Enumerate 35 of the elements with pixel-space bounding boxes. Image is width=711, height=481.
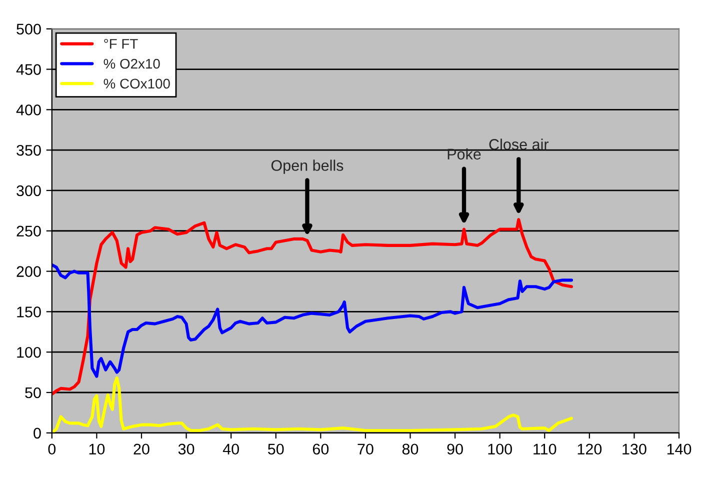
x-tick-label: 0 [48,444,56,455]
x-tick-label: 100 [488,444,512,455]
annotation: Open bells [271,160,344,174]
y-tick-label: 500 [16,24,41,35]
y-tick-label: 300 [16,185,41,196]
x-tick-label: 20 [134,444,150,455]
x-tick-label: 80 [402,444,418,455]
y-tick-label: 150 [17,306,41,318]
x-tick-label: 10 [89,444,105,455]
x-tick-label: 40 [222,444,239,455]
x-tick-label: 130 [622,444,646,455]
x-tick-label: 50 [268,444,284,455]
legend-label: °F FT [104,38,138,49]
line-series [52,218,574,396]
x-tick-label: 70 [358,444,374,455]
x-tick-label: 120 [578,444,602,455]
legend-label: % O2x10 [104,58,160,69]
line-series [52,263,574,378]
x-tick-label: 90 [447,444,463,455]
x-tick-label: 60 [312,444,329,455]
x-tick-label: 140 [667,444,692,455]
x-tick-label: 30 [178,444,194,455]
x-tick-label: 110 [534,444,556,455]
line-series [52,376,574,433]
y-tick-label: 50 [25,387,41,398]
y-tick-label: 200 [16,266,41,277]
legend-label: % COx100 [104,78,170,89]
annotation: Close air [489,138,549,150]
y-tick-label: 450 [16,64,41,75]
y-tick-label: 100 [17,346,41,358]
y-tick-label: 400 [16,104,41,116]
y-tick-label: 350 [16,144,41,156]
y-tick-label: 250 [16,226,41,237]
y-tick-label: 0 [34,428,41,439]
annotation: Poke [448,148,481,160]
